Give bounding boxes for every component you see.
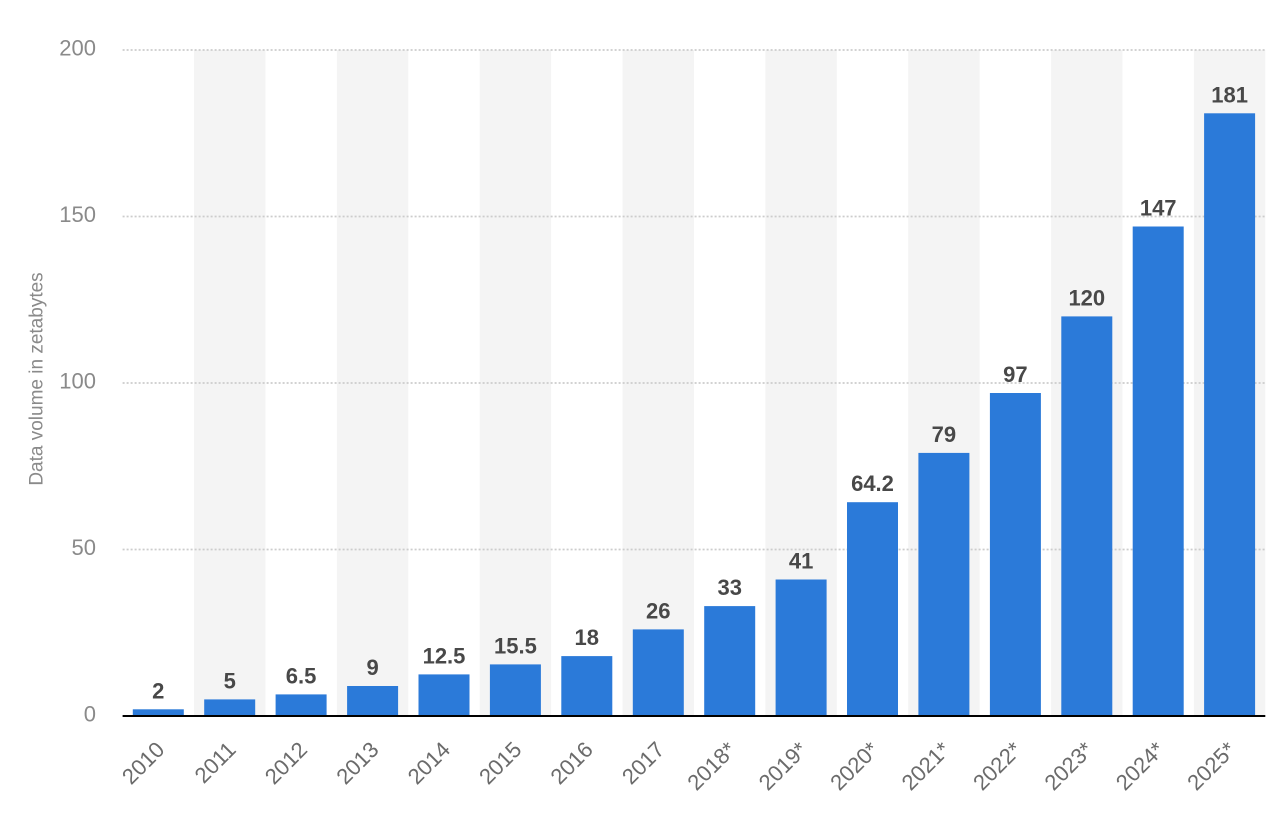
svg-text:120: 120 <box>1068 285 1105 310</box>
svg-text:0: 0 <box>84 702 96 727</box>
svg-text:15.5: 15.5 <box>494 633 537 658</box>
svg-text:33: 33 <box>717 575 741 600</box>
svg-text:5: 5 <box>224 668 236 693</box>
svg-text:18: 18 <box>575 625 599 650</box>
svg-text:26: 26 <box>646 598 670 623</box>
svg-text:12.5: 12.5 <box>423 643 466 668</box>
svg-text:150: 150 <box>59 202 96 227</box>
svg-text:6.5: 6.5 <box>286 663 317 688</box>
svg-text:79: 79 <box>932 422 956 447</box>
svg-text:147: 147 <box>1140 196 1177 221</box>
svg-text:200: 200 <box>59 36 96 61</box>
svg-text:41: 41 <box>789 549 813 574</box>
svg-text:50: 50 <box>72 535 96 560</box>
svg-text:64.2: 64.2 <box>851 471 894 496</box>
svg-text:100: 100 <box>59 369 96 394</box>
svg-text:181: 181 <box>1211 82 1248 107</box>
svg-text:9: 9 <box>366 655 378 680</box>
svg-text:97: 97 <box>1003 362 1027 387</box>
svg-text:Data volume in zetabytes: Data volume in zetabytes <box>27 272 48 485</box>
svg-text:2: 2 <box>152 678 164 703</box>
